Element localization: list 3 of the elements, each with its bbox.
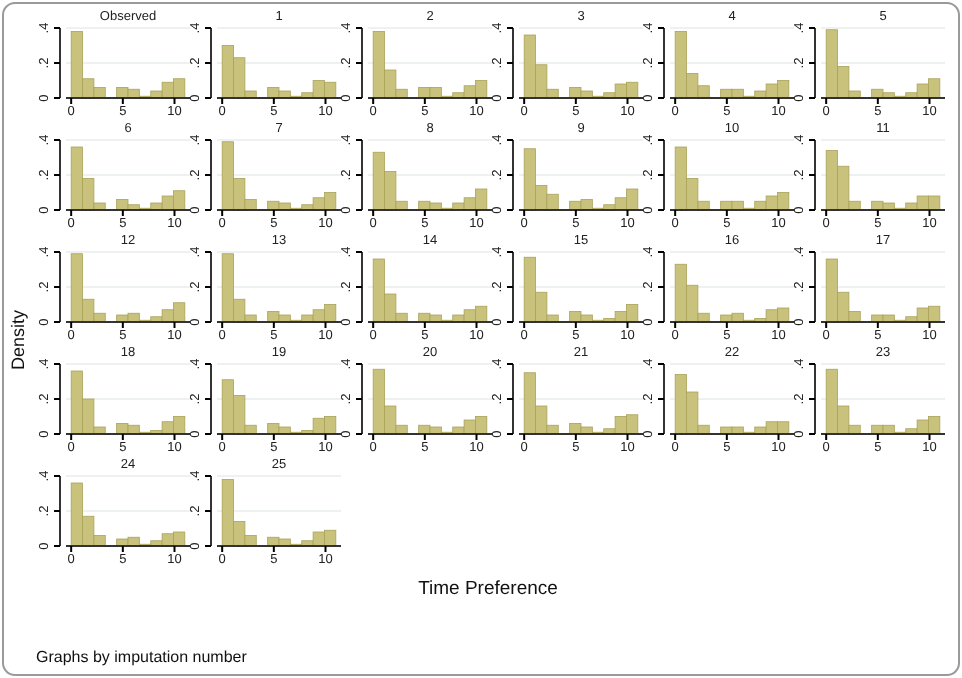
text: Density <box>8 309 28 371</box>
text: Graphs by imputation number <box>36 648 248 666</box>
text: Time Preference <box>418 578 558 600</box>
